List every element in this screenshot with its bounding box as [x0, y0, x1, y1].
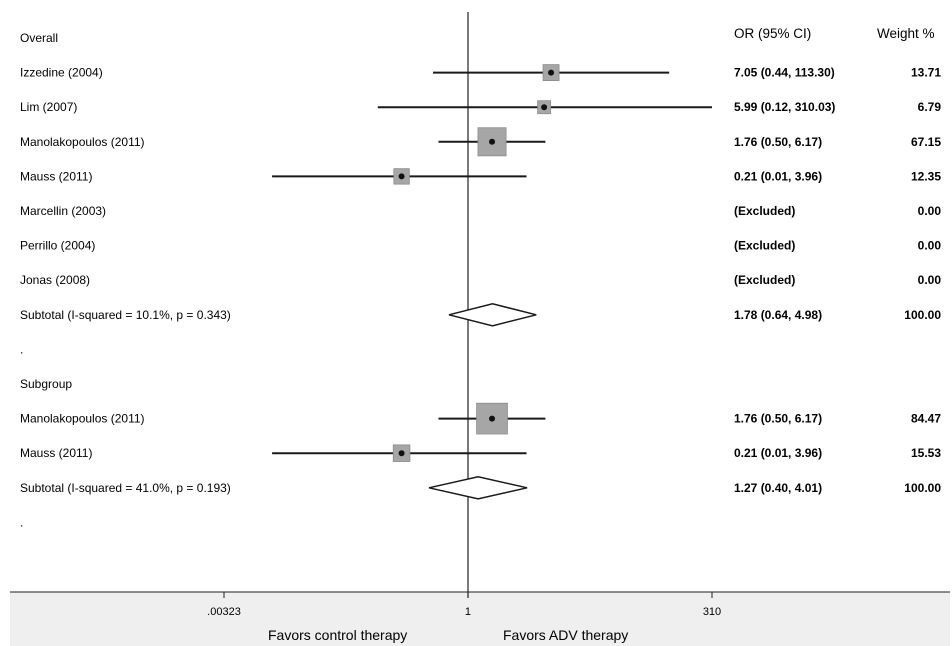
row-label: Manolakopoulos (2011) [20, 412, 145, 426]
forest-row: Mauss (2011) 0.21 (0.01, 3.96) 15.53 [20, 444, 941, 462]
weight-text: 12.35 [911, 169, 941, 183]
point-estimate [398, 173, 405, 180]
row-label: Marcellin (2003) [20, 204, 106, 218]
estimate-text: 1.78 (0.64, 4.98) [734, 308, 822, 322]
estimate-text: 0.21 (0.01, 3.96) [734, 446, 822, 460]
caption-favors-adv: Favors ADV therapy [503, 627, 628, 643]
forest-row: Izzedine (2004) 7.05 (0.44, 113.30) 13.71 [20, 64, 941, 81]
x-tick: .00323 [207, 592, 241, 618]
pooled-diamond [428, 476, 528, 500]
x-tick-label: .00323 [207, 606, 241, 618]
point-estimate [489, 138, 496, 145]
forest-row: Perrillo (2004) (Excluded) 0.00 [20, 239, 941, 253]
weight-text: 0.00 [918, 204, 942, 218]
point-estimate [548, 69, 555, 76]
estimate-text: 7.05 (0.44, 113.30) [734, 66, 835, 80]
x-tick-label: 310 [703, 606, 721, 618]
forest-row: Subtotal (I-squared = 41.0%, p = 0.193) 1… [20, 476, 941, 500]
forest-row: Subtotal (I-squared = 10.1%, p = 0.343) 1… [20, 303, 941, 327]
forest-row: Marcellin (2003) (Excluded) 0.00 [20, 204, 941, 218]
forest-row: Manolakopoulos (2011) 1.76 (0.50, 6.17) 84… [20, 402, 941, 435]
weight-text: 13.71 [911, 66, 941, 80]
pooled-diamond [448, 303, 537, 327]
weight-text: 0.00 [918, 273, 942, 287]
forest-row: . [20, 515, 23, 529]
rows-layer: Overall Izzedine (2004) 7.05 (0.44, 113.30… [20, 31, 941, 529]
x-tick: 310 [703, 592, 721, 618]
weight-text: 100.00 [904, 308, 941, 322]
point-estimate [541, 104, 548, 111]
caption-favors-control: Favors control therapy [268, 627, 407, 643]
row-label: Perrillo (2004) [20, 239, 95, 253]
header-weight: Weight % [877, 26, 935, 41]
row-label: Subgroup [20, 377, 72, 391]
forest-row: Subgroup [20, 377, 72, 391]
row-label: Jonas (2008) [20, 273, 90, 287]
forest-row: . [20, 342, 23, 356]
point-estimate [489, 415, 496, 422]
weight-text: 100.00 [904, 481, 941, 495]
weight-text: 6.79 [918, 100, 942, 114]
row-label: . [20, 515, 23, 529]
estimate-text: 1.27 (0.40, 4.01) [734, 481, 822, 495]
ticks-layer: .00323 1 310 [207, 592, 721, 618]
estimate-text: 1.76 (0.50, 6.17) [734, 135, 822, 149]
row-label: Mauss (2011) [20, 446, 92, 460]
x-tick-label: 1 [465, 606, 471, 618]
estimate-text: (Excluded) [734, 239, 795, 253]
row-label: Subtotal (I-squared = 10.1%, p = 0.343) [20, 308, 231, 322]
estimate-text: 1.76 (0.50, 6.17) [734, 412, 822, 426]
forest-row: Lim (2007) 5.99 (0.12, 310.03) 6.79 [20, 100, 941, 114]
point-estimate [398, 450, 405, 457]
row-label: . [20, 342, 23, 356]
estimate-text: (Excluded) [734, 273, 795, 287]
forest-row: Jonas (2008) (Excluded) 0.00 [20, 273, 941, 287]
axis-band [10, 592, 950, 646]
row-label: Overall [20, 31, 58, 45]
forest-row: Manolakopoulos (2011) 1.76 (0.50, 6.17) 67… [20, 127, 941, 157]
forest-row: Overall [20, 31, 58, 45]
row-label: Subtotal (I-squared = 41.0%, p = 0.193) [20, 481, 231, 495]
row-label: Manolakopoulos (2011) [20, 135, 145, 149]
estimate-text: 5.99 (0.12, 310.03) [734, 100, 835, 114]
weight-text: 84.47 [911, 412, 941, 426]
weight-text: 67.15 [911, 135, 941, 149]
row-label: Lim (2007) [20, 100, 77, 114]
forest-row: Mauss (2011) 0.21 (0.01, 3.96) 12.35 [20, 168, 941, 185]
estimate-text: (Excluded) [734, 204, 795, 218]
weight-text: 0.00 [918, 239, 942, 253]
x-tick: 1 [465, 592, 471, 618]
row-label: Mauss (2011) [20, 169, 92, 183]
row-label: Izzedine (2004) [20, 66, 103, 80]
header-estimate: OR (95% CI) [734, 26, 811, 41]
weight-text: 15.53 [911, 446, 941, 460]
estimate-text: 0.21 (0.01, 3.96) [734, 169, 822, 183]
